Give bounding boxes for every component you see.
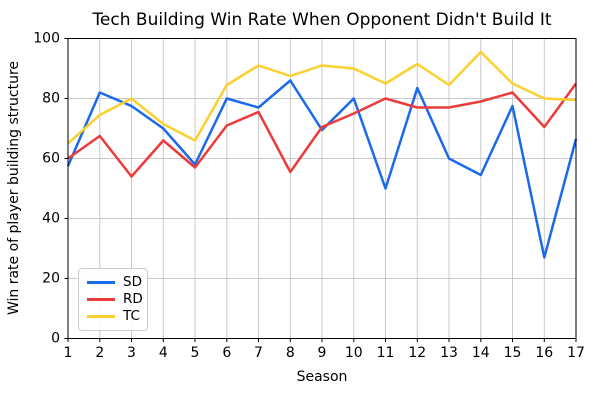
legend-label-rd: RD	[123, 290, 143, 307]
series-line-rd	[67, 82, 578, 178]
x-axis-label: Season	[296, 369, 348, 385]
x-tick-label: 1	[64, 345, 73, 361]
y-axis-label: Win rate of player building structure	[6, 60, 22, 316]
x-tick-label: 6	[222, 345, 231, 361]
x-tick-label: 13	[440, 345, 458, 361]
x-tick-label: 7	[254, 345, 263, 361]
x-tick-label: 11	[377, 345, 395, 361]
y-tick-label: 20	[42, 271, 60, 287]
chart-title: Tech Building Win Rate When Opponent Did…	[92, 10, 552, 30]
x-tick-label: 8	[286, 345, 295, 361]
legend-item-sd: SD	[87, 274, 142, 290]
x-tick-label: 15	[504, 345, 522, 361]
x-tick-label: 4	[159, 345, 168, 361]
x-tick-label: 2	[95, 345, 104, 361]
y-tick-label: 60	[42, 151, 60, 167]
y-tick-label: 80	[42, 91, 60, 107]
legend-item-tc: TC	[87, 307, 140, 324]
x-tick-label: 12	[408, 345, 426, 361]
x-tick-label: 10	[345, 345, 363, 361]
x-tick-label: 16	[535, 345, 553, 361]
x-tick-label: 5	[191, 345, 200, 361]
x-tick-label: 3	[127, 345, 136, 361]
x-tick-label: 17	[567, 345, 585, 361]
legend-line-swatch-tc	[87, 314, 115, 318]
legend: SD RD TC	[78, 268, 148, 331]
legend-item-rd: RD	[87, 292, 143, 307]
legend-line-swatch-sd	[87, 281, 115, 285]
x-tick-label: 14	[472, 345, 490, 361]
legend-label-sd: SD	[123, 274, 142, 290]
y-tick-label: 40	[42, 211, 60, 227]
y-tick-label: 100	[33, 31, 60, 47]
x-tick-label: 9	[318, 345, 327, 361]
series-line-sd	[66, 79, 578, 259]
legend-label-tc: TC	[123, 307, 140, 324]
legend-line-swatch-rd	[87, 298, 115, 301]
y-tick-label: 0	[51, 331, 60, 347]
series-line-tc	[67, 50, 577, 145]
